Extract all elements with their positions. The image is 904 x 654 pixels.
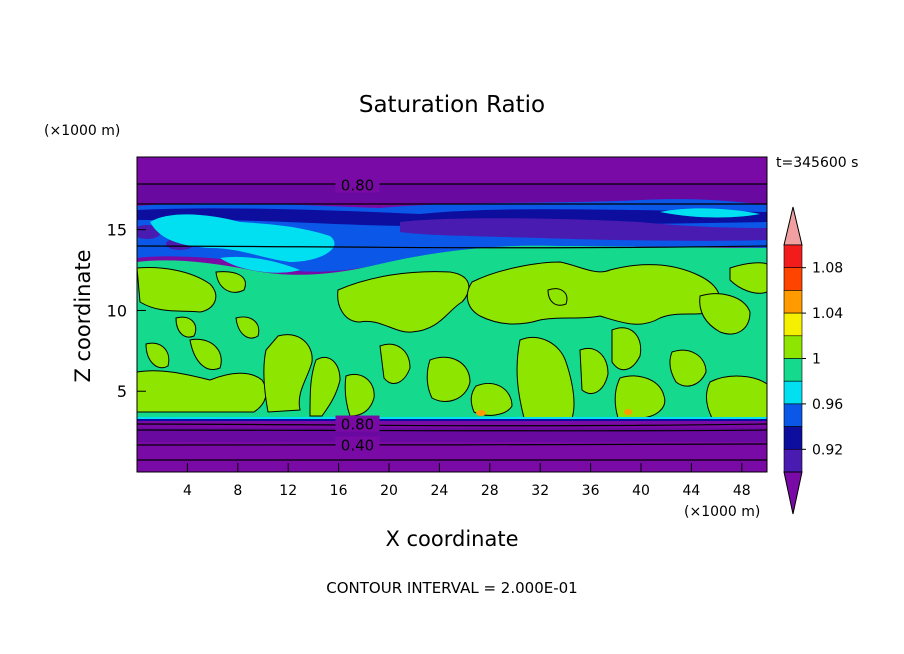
field-cyan-strip [137,417,767,419]
field-blue-strip [137,419,767,421]
colorbar-label: 0.92 [812,442,843,458]
field-orange-blip-a [476,410,486,416]
field-cyan-patches [150,214,335,262]
x-tick-label: 48 [733,483,751,499]
colorbar-segment [783,267,803,291]
colorbar-segment [783,358,803,382]
y-tick-label: 15 [107,221,127,240]
field-cyan-patches-b [220,256,300,273]
field-lower-band-a [137,428,767,442]
colorbar-segment [783,403,803,427]
contour-label: 0.80 [341,416,374,434]
x-unit-label: (×1000 m) [684,504,760,520]
field-cyan-patches-c [660,208,760,218]
x-tick-label: 28 [481,483,499,499]
colorbar-top-arrow [783,206,803,246]
field-green-patches [137,261,767,419]
colorbar-segment [783,244,803,269]
x-tick-label: 8 [233,483,242,499]
colorbar-segment [783,448,803,473]
x-tick-label: 16 [330,483,348,499]
colorbar: 0.92 0.96 1 1.04 1.08 [783,206,843,515]
field-upper-dark-band [137,184,767,204]
contour-lines [137,183,767,461]
y-unit-label: (×1000 m) [44,123,120,139]
colorbar-segment [783,335,803,359]
plot-frame [136,156,768,473]
colorbar-label: 1 [812,352,821,368]
contour-label-bg [335,436,380,453]
x-tick-label: 40 [632,483,650,499]
time-label: t=345600 s [776,155,858,171]
y-tick-label: 10 [107,301,127,320]
x-tick-label: 24 [430,483,448,499]
colorbar-segment [783,312,803,337]
x-axis-label: X coordinate [385,527,518,551]
contour-label: 0.40 [341,437,374,455]
colorbar-bottom-arrow [783,471,803,515]
x-tick-label: 4 [183,483,192,499]
contour-label-bg [335,415,380,432]
colorbar-label: 1.04 [812,306,843,322]
colorbar-label: 0.96 [812,397,843,413]
y-axis-label: Z coordinate [71,249,95,382]
field-orange-blip-b [624,409,632,415]
colorbar-label: 1.08 [812,261,843,277]
y-tick-label: 5 [117,382,127,401]
x-tick-label: 32 [531,483,549,499]
x-tick-label: 44 [682,483,700,499]
x-tick-label: 20 [380,483,398,499]
contour-field: 0.80 0.80 0.40 [137,157,767,472]
colorbar-segment [783,426,803,450]
x-tick-label: 12 [279,483,297,499]
colorbar-segment [783,290,803,314]
chart-title: Saturation Ratio [359,92,545,118]
contour-label: 0.80 [341,176,374,194]
y-axis: 5 10 15 [107,221,146,401]
contour-label-bg [335,176,380,193]
x-axis: 4 8 12 16 20 24 28 32 36 40 44 48 [183,463,751,499]
colorbar-segment [783,380,803,405]
field-purple-pockets [400,218,767,241]
contour-interval-footer: CONTOUR INTERVAL = 2.000E-01 [326,579,577,597]
x-tick-label: 36 [582,483,600,499]
